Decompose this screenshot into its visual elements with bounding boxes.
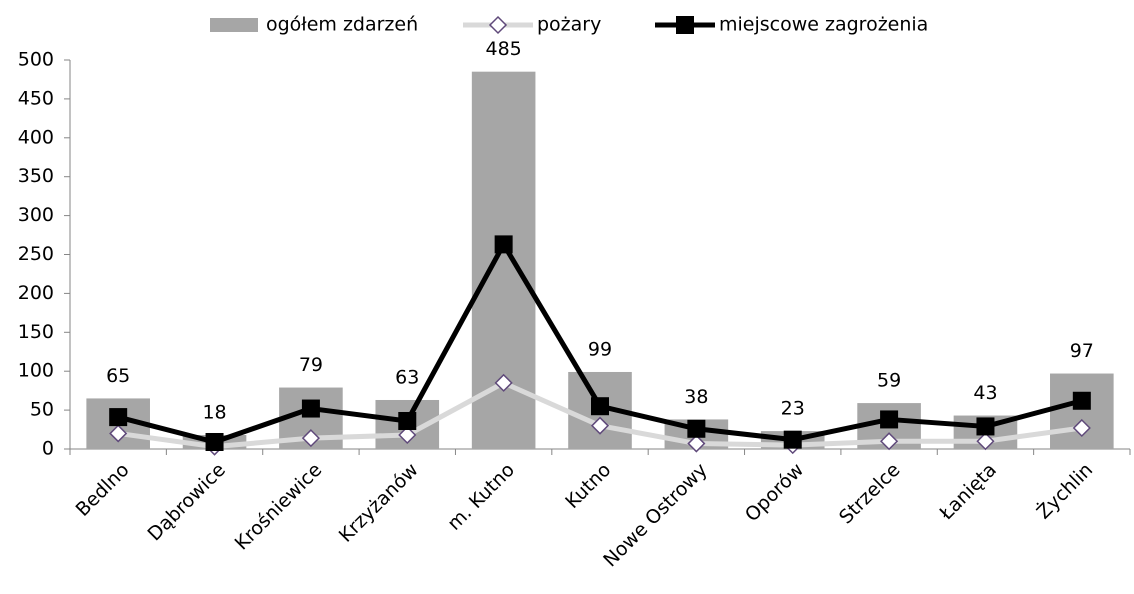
marker <box>398 425 417 445</box>
y-tick-label: 400 <box>18 126 54 148</box>
marker <box>976 432 995 451</box>
marker <box>591 397 609 416</box>
marker <box>494 373 513 392</box>
legend-marker <box>488 15 508 35</box>
y-tick-label: 200 <box>18 282 54 304</box>
y-tick-label: 150 <box>18 321 54 343</box>
x-tick-label: Dąbrowice <box>143 459 229 545</box>
marker <box>783 430 802 449</box>
marker <box>109 424 128 443</box>
legend-label: miejscowe zagrożenia <box>719 14 928 36</box>
y-tick-label: 450 <box>18 87 54 109</box>
marker <box>109 408 128 427</box>
marker <box>880 432 899 451</box>
legend-label: ogółem zdarzeń <box>266 14 418 36</box>
marker <box>1072 418 1091 438</box>
marker <box>301 399 320 418</box>
y-tick-label: 300 <box>18 204 54 226</box>
marker <box>1072 391 1091 410</box>
x-tick-label: Krośniewice <box>231 459 327 555</box>
y-tick-label: 350 <box>18 165 54 187</box>
x-tick-label: Żychlin <box>1032 458 1097 523</box>
x-tick-label: Bedlno <box>72 459 134 521</box>
bar <box>1050 373 1114 449</box>
marker <box>398 411 417 430</box>
data-label: 485 <box>486 38 522 60</box>
marker <box>976 417 995 436</box>
x-tick-label: Strzelce <box>835 459 905 529</box>
data-label: 18 <box>202 401 226 423</box>
marker <box>687 419 706 438</box>
x-tick-label: Kutno <box>561 459 615 513</box>
x-tick-label: Krzyżanów <box>335 459 423 547</box>
data-label: 99 <box>588 338 612 360</box>
legend-label: pożary <box>537 14 601 36</box>
marker <box>205 432 224 451</box>
marker <box>590 416 610 435</box>
x-tick-label: m. Kutno <box>443 459 519 535</box>
marker <box>494 235 513 254</box>
marker <box>301 429 320 448</box>
marker <box>687 434 706 453</box>
data-label: 97 <box>1070 340 1094 362</box>
y-tick-label: 50 <box>30 399 54 421</box>
data-label: 38 <box>684 386 708 408</box>
legend-marker <box>676 16 694 34</box>
data-label: 65 <box>106 365 130 387</box>
marker <box>880 410 899 429</box>
data-label: 79 <box>299 354 323 376</box>
y-tick-label: 100 <box>18 360 54 382</box>
y-tick-label: 0 <box>42 438 54 460</box>
data-label: 63 <box>395 366 419 388</box>
y-tick-label: 500 <box>18 49 54 71</box>
data-label: 23 <box>781 398 805 420</box>
y-tick-label: 250 <box>18 243 54 265</box>
data-label: 43 <box>973 382 997 404</box>
data-label: 59 <box>877 370 901 392</box>
x-tick-label: Nowe Ostrowy <box>599 459 712 572</box>
x-tick-label: Łanięta <box>935 459 1001 525</box>
x-tick-label: Oporów <box>741 459 808 526</box>
legend-swatch <box>210 18 258 32</box>
